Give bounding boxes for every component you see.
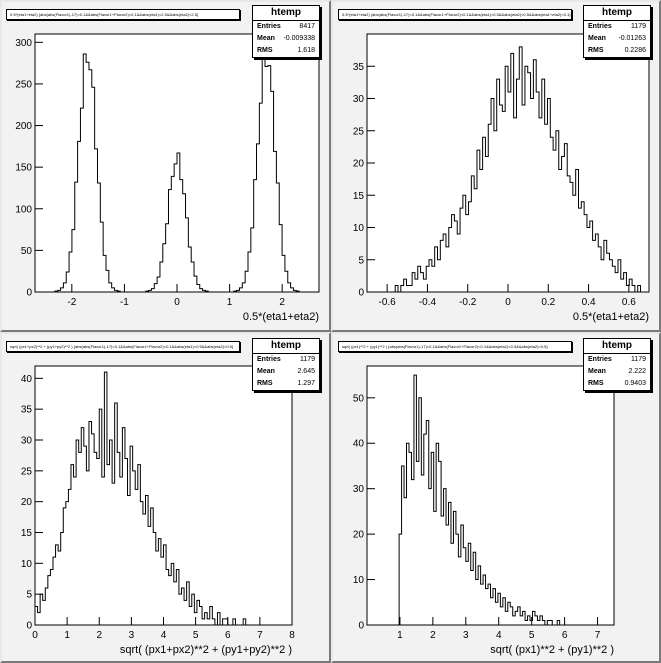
- histogram-line: [367, 46, 649, 293]
- x-tick-label: 2: [96, 630, 102, 641]
- y-tick-label: 25: [353, 126, 365, 137]
- y-tick-label: 200: [15, 121, 32, 132]
- x-tick-label: -2: [67, 297, 76, 308]
- y-tick-label: 30: [353, 94, 365, 105]
- y-tick-label: 20: [21, 497, 33, 508]
- stats-entries: Entries 1179: [257, 356, 315, 363]
- x-tick-label: 4: [496, 630, 502, 641]
- y-tick-label: 10: [353, 575, 365, 586]
- y-tick-label: 40: [353, 439, 365, 450]
- x-tick-label: 3: [129, 630, 135, 641]
- x-tick-label: 5: [529, 630, 535, 641]
- x-tick-label: 0.6: [622, 297, 636, 308]
- plot-4-title: sqrt( (px1)**2 + (py1)**2 ) {abs(abs(Fla…: [338, 341, 572, 352]
- stats-rms: RMS 0.2286: [588, 47, 646, 54]
- plot-3-stats: htemp Entries 1179 Mean 2.645 RMS 1.297: [252, 338, 320, 391]
- plot-1: -2 -1 0 1 2 0 50 100 150 200 250 300 0.5*(eta1+eta2): [15, 33, 320, 323]
- y-tick-label: 25: [21, 466, 33, 477]
- histogram-line: [367, 374, 614, 626]
- stats-name: htemp: [253, 6, 319, 21]
- y-tick-label: 40: [21, 374, 33, 385]
- x-tick-label: 1: [64, 630, 70, 641]
- plot-2: -0.6 -0.4 -0.2 0 0.2 0.4 0.6 0 5 10 15 20 25 30 35 0.5*…: [353, 33, 650, 323]
- x-tick-label: 4: [161, 630, 167, 641]
- x-tick-label: 8: [289, 630, 295, 641]
- plot-2-title: 0.5*(eta1+eta2) {abs(abs(Flavor1)-17)<0.…: [338, 9, 572, 20]
- x-tick-label: 2: [430, 630, 436, 641]
- x-tick-label: -0.6: [379, 297, 397, 308]
- stats-name: htemp: [253, 339, 319, 354]
- x-tick-label: 7: [595, 630, 601, 641]
- plot-4-stats: htemp Entries 1179 Mean 2.222 RMS 0.9403: [583, 338, 651, 391]
- stats-rms: RMS 0.9403: [588, 380, 646, 387]
- y-tick-label: 250: [15, 79, 32, 90]
- plot-1-title: 0.5*(eta1+eta2) {abs(abs(Flavor1)-17)<0.…: [6, 9, 240, 20]
- plot-3: 0 1 2 3 4 5 6 7 8 0 5 10 15 20 25 30 35 40 sqrt( (px1+px2)…: [21, 365, 295, 656]
- plot-area: [367, 366, 614, 625]
- stats-rms: RMS 1.297: [257, 380, 315, 387]
- y-tick-label: 150: [15, 163, 32, 174]
- y-tick-label: 10: [353, 223, 365, 234]
- stats-entries: Entries 1179: [588, 356, 646, 363]
- x-tick-label: -1: [120, 297, 129, 308]
- stats-name: htemp: [584, 6, 650, 21]
- x-tick-label: 0.2: [541, 297, 555, 308]
- x-tick-label: 6: [562, 630, 568, 641]
- stats-rms: RMS 1.618: [257, 47, 315, 54]
- stats-name: htemp: [584, 339, 650, 354]
- stats-mean: Mean -0.01263: [588, 35, 646, 42]
- y-tick-label: 50: [21, 246, 33, 257]
- y-tick-label: 5: [26, 590, 32, 601]
- stats-entries: Entries 8417: [257, 23, 315, 30]
- y-tick-label: 5: [358, 255, 364, 266]
- x-tick-label: 0: [174, 297, 180, 308]
- y-tick-label: 0: [26, 621, 32, 632]
- x-tick-label: -0.4: [419, 297, 437, 308]
- plot-frame: [366, 365, 615, 626]
- y-tick-label: 50: [353, 393, 365, 404]
- x-axis-label: 0.5*(eta1+eta2): [573, 311, 649, 323]
- plot-1-stats: htemp Entries 8417 Mean -0.009338 RMS 1.618: [252, 5, 320, 58]
- plot-4: 1 2 3 4 5 6 7 0 10 20 30 40 50 sqrt( (px1)**2 + (py1)…: [353, 365, 615, 656]
- x-tick-label: 7: [257, 630, 263, 641]
- plot-area: [35, 366, 292, 625]
- y-tick-label: 20: [353, 159, 365, 170]
- y-tick-label: 0: [358, 621, 364, 632]
- plot-3-title: sqrt( (px1+px2)**2 + (py1+py2)**2 ) {abs…: [6, 341, 240, 352]
- stats-mean: Mean 2.222: [588, 368, 646, 375]
- x-tick-label: 0: [32, 630, 38, 641]
- x-axis-label: sqrt( (px1)**2 + (py1)**2 ): [490, 644, 614, 656]
- stats-mean: Mean 2.645: [257, 368, 315, 375]
- x-tick-label: 6: [225, 630, 231, 641]
- x-tick-label: 0.4: [582, 297, 596, 308]
- x-axis-label: 0.5*(eta1+eta2): [243, 311, 319, 323]
- y-tick-label: 15: [353, 191, 365, 202]
- x-tick-label: 3: [463, 630, 469, 641]
- stats-entries: Entries 1179: [588, 23, 646, 30]
- y-tick-label: 0: [26, 288, 32, 299]
- y-tick-label: 15: [21, 528, 33, 539]
- x-axis-label: sqrt( (px1+px2)**2 + (py1+py2)**2 ): [120, 644, 292, 656]
- histogram-line: [35, 52, 319, 293]
- x-tick-label: -0.2: [459, 297, 477, 308]
- y-tick-label: 300: [15, 38, 32, 49]
- stats-mean: Mean -0.009338: [257, 35, 315, 42]
- y-tick-label: 30: [353, 484, 365, 495]
- x-tick-label: 5: [193, 630, 199, 641]
- x-tick-label: 2: [279, 297, 285, 308]
- x-tick-label: 0: [505, 297, 511, 308]
- y-tick-label: 35: [21, 405, 33, 416]
- y-tick-label: 100: [15, 204, 32, 215]
- x-tick-label: 1: [397, 630, 403, 641]
- y-tick-label: 35: [353, 62, 365, 73]
- y-tick-label: 30: [21, 436, 33, 447]
- y-tick-label: 10: [21, 559, 33, 570]
- plot-2-stats: htemp Entries 1179 Mean -0.01263 RMS 0.2286: [583, 5, 651, 58]
- y-tick-label: 20: [353, 530, 365, 541]
- x-tick-label: 1: [227, 297, 233, 308]
- y-tick-label: 0: [358, 288, 364, 299]
